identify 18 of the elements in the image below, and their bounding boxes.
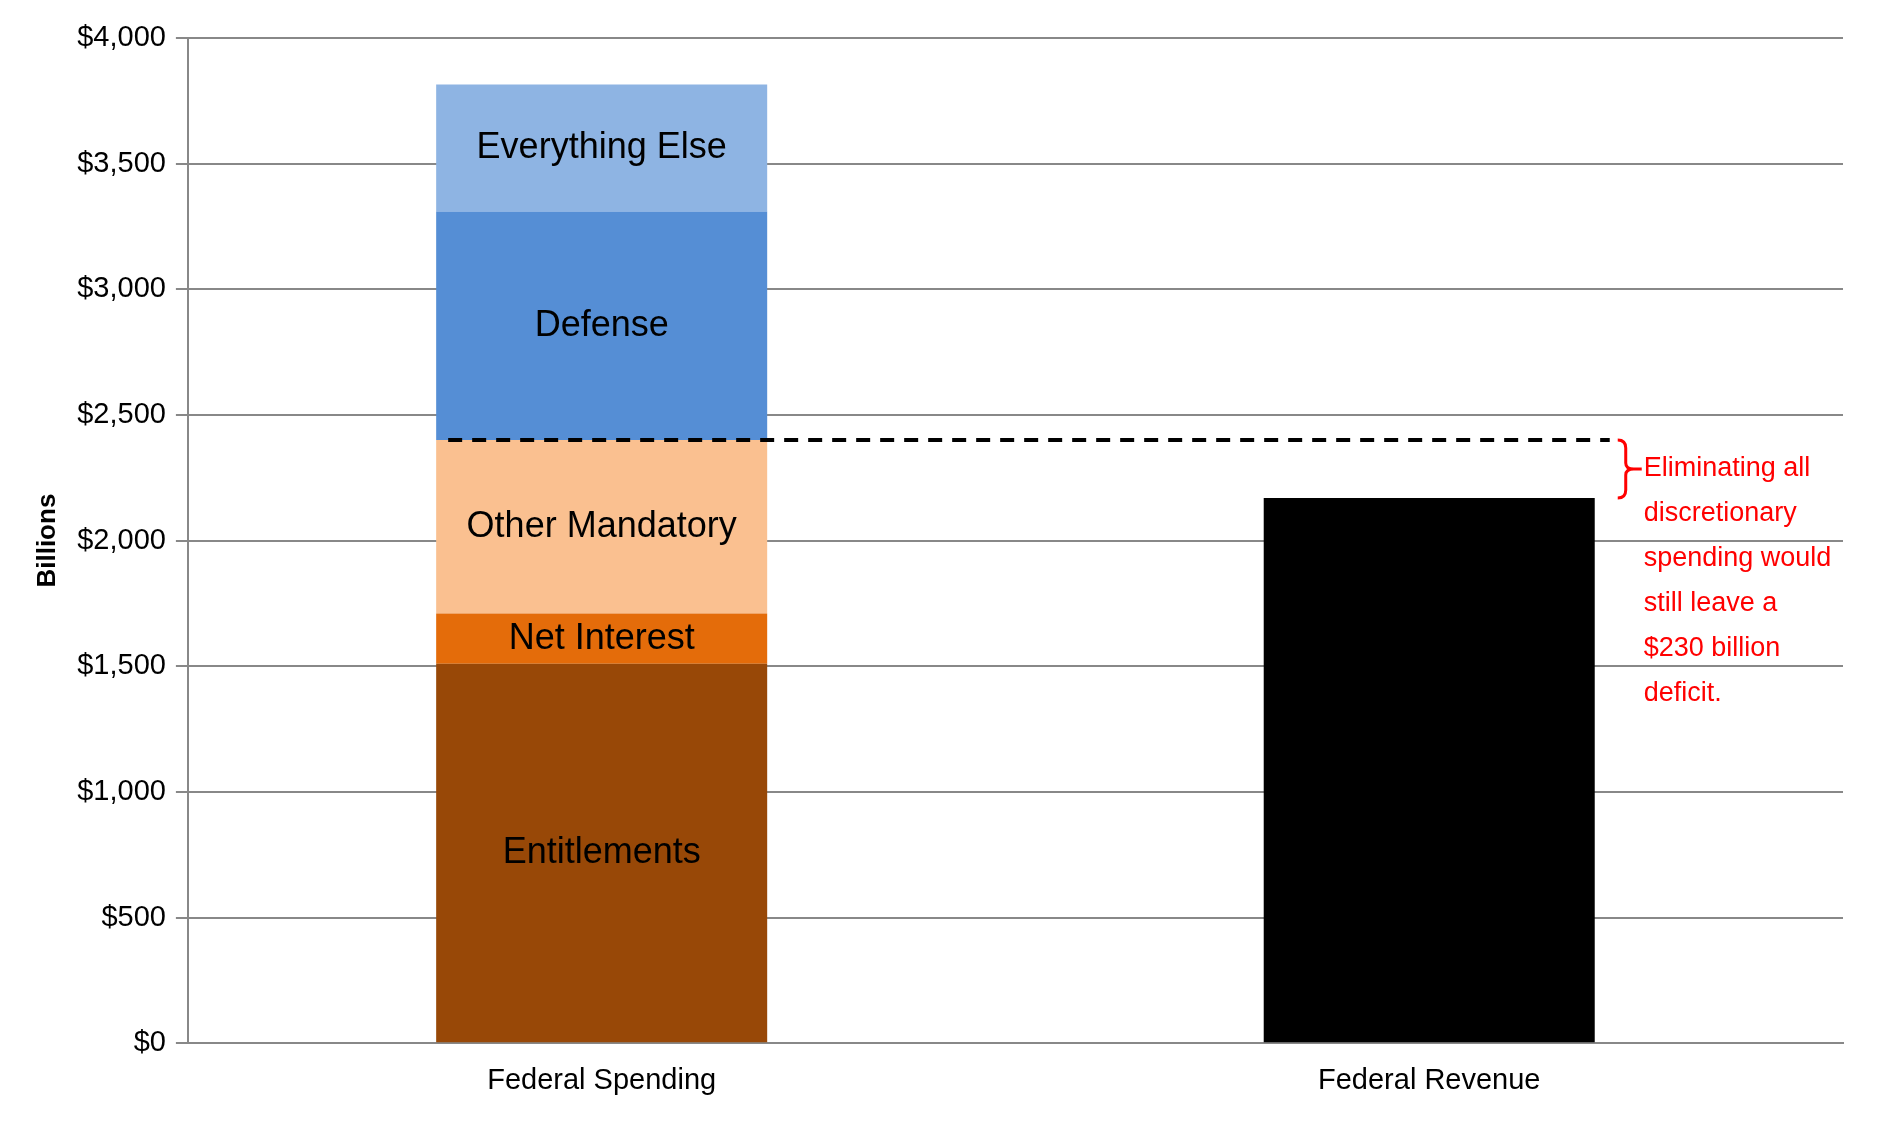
- x-tick-label: Federal Revenue: [1317, 1062, 1541, 1095]
- x-tick-label: Federal Spending: [487, 1062, 717, 1095]
- y-tick-label: $2,500: [77, 396, 166, 429]
- y-tick-label: $3,000: [77, 271, 166, 304]
- y-tick-label: $4,000: [77, 20, 166, 52]
- series-label: Other Mandatory: [466, 503, 737, 545]
- y-tick-label: $1,000: [77, 773, 166, 806]
- y-axis-title: Billions: [30, 493, 61, 588]
- y-tick-label: $500: [101, 899, 166, 932]
- series-label: Net Interest: [508, 615, 695, 657]
- series-label: Entitlements: [502, 829, 701, 871]
- series-label: Defense: [534, 302, 669, 344]
- y-tick-label: $3,500: [77, 145, 166, 178]
- y-tick-label: $1,500: [77, 648, 166, 681]
- series-label: Everything Else: [476, 124, 727, 166]
- y-tick-label: $2,000: [77, 522, 166, 555]
- annotation: Eliminating all discretionary spending would still leave a $230 billion deficit.: [1643, 452, 1832, 708]
- y-tick-label: $0: [133, 1025, 166, 1058]
